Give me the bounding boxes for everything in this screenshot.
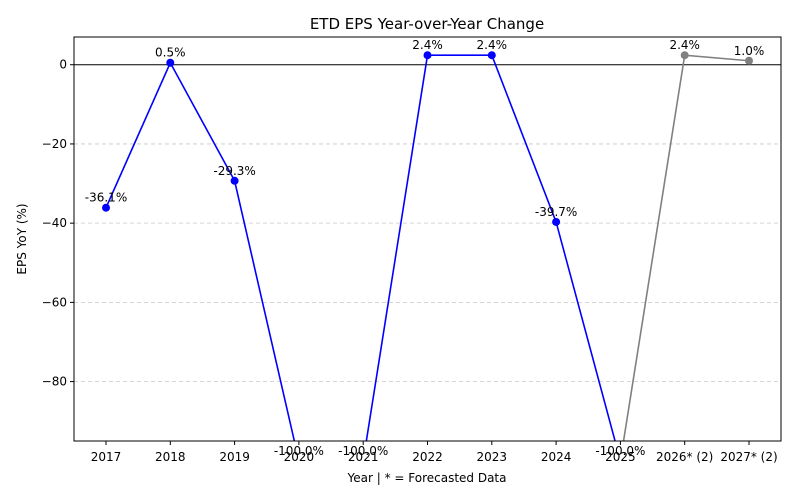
data-label: -39.7% — [535, 205, 577, 219]
x-tick-label: 2023 — [477, 450, 508, 464]
x-tick-label: 2018 — [155, 450, 186, 464]
data-label: -100.0% — [338, 444, 388, 458]
actual-data-point — [423, 51, 432, 60]
x-tick-label: 2020 — [284, 450, 315, 464]
actual-series-line — [105, 54, 616, 441]
x-tick-label: 2019 — [219, 450, 250, 464]
data-label: 0.5% — [155, 46, 186, 60]
actual-data-point — [102, 203, 110, 212]
series-layer — [102, 51, 753, 441]
forecast-data-point — [680, 51, 689, 60]
data-label: -36.1% — [85, 191, 127, 205]
y-tick-label: 0 — [59, 58, 67, 72]
x-tick-label: 2026* (2) — [656, 450, 713, 464]
actual-data-point — [230, 176, 239, 185]
data-label: -29.3% — [213, 164, 255, 178]
x-axis-label: Year | * = Forecasted Data — [346, 471, 506, 485]
x-axis-ticks: 2017 2018 2019 2020 2021 2022 2023 2024 2025 2026… — [91, 441, 778, 464]
data-label: -100.0% — [274, 444, 324, 458]
grid-lines — [74, 143, 781, 382]
data-label: 2.4% — [412, 38, 443, 52]
actual-data-point — [487, 51, 496, 60]
x-tick-label: 2025 — [605, 450, 636, 464]
y-tick-label: −20 — [42, 137, 67, 151]
forecast-series-line — [622, 54, 750, 441]
chart-title: ETD EPS Year-over-Year Change — [310, 15, 544, 33]
data-label-layer: -36.1% 0.5% -29.3% -100.0% -100.0% 2.4% 2.4% -3… — [85, 38, 764, 458]
x-tick-label: 2017 — [91, 450, 122, 464]
data-label: 1.0% — [734, 44, 765, 58]
y-axis-label: EPS YoY (%) — [15, 203, 29, 274]
y-tick-label: −60 — [42, 295, 67, 309]
plot-frame — [73, 36, 782, 442]
y-tick-label: −80 — [42, 375, 67, 389]
actual-data-point — [552, 217, 561, 226]
data-label: -100.0% — [595, 444, 645, 458]
x-tick-label: 2024 — [541, 450, 572, 464]
y-tick-label: −40 — [42, 216, 67, 230]
y-axis-ticks: 0 −20 −40 −60 −80 — [42, 58, 74, 389]
forecast-data-point — [745, 56, 753, 65]
x-tick-label: 2022 — [412, 450, 443, 464]
data-label: 2.4% — [669, 38, 700, 52]
data-label: 2.4% — [477, 38, 508, 52]
actual-data-point — [166, 58, 175, 67]
x-tick-label: 2021 — [348, 450, 379, 464]
x-tick-label: 2027* (2) — [720, 450, 777, 464]
